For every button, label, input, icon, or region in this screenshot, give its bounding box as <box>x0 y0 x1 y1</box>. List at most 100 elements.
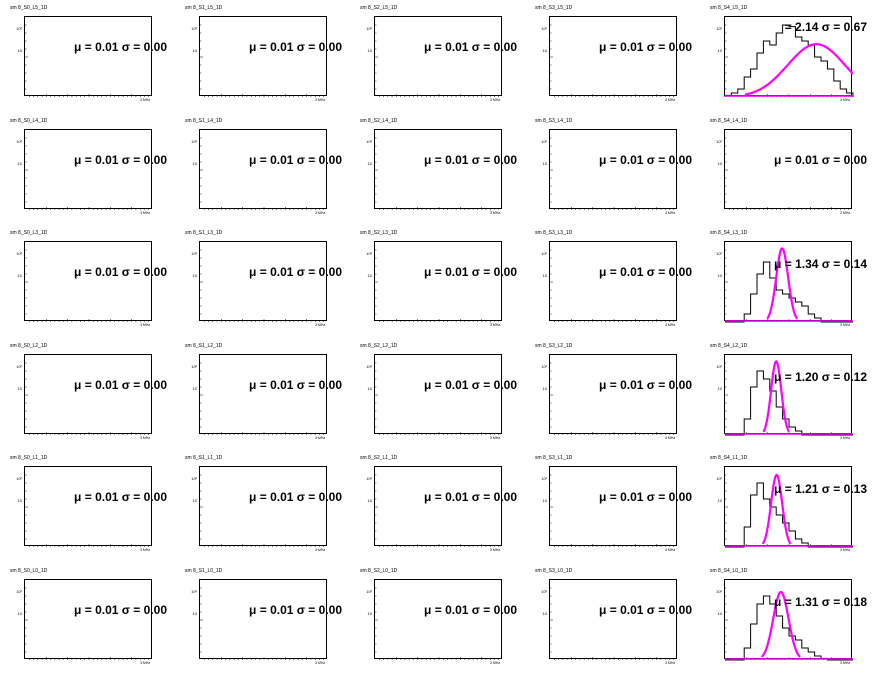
x-axis-end-label: 3 MHz <box>315 548 326 552</box>
fit-stats-label: μ = 0.01 σ = 0.00 <box>74 490 167 504</box>
panel-title: sm 8_S1_L2_1D <box>185 342 223 349</box>
y-tick-label: 10 <box>542 48 547 53</box>
y-tick-label: 10² <box>16 476 22 481</box>
histogram-panel: sm 8_S0_L3_1D 10² 10 3 MHz μ = 0.01 σ = 0.00 <box>0 225 175 337</box>
fit-stats-label: μ = 0.01 σ = 0.00 <box>599 377 692 392</box>
histogram-panel: sm 8_S1_L2_1D 10² 10 3 MHz μ = 0.01 σ = 0.00 <box>175 338 350 450</box>
plot-area <box>25 587 149 660</box>
x-axis-end-label: 3 MHz <box>315 98 326 102</box>
plot-frame <box>24 466 152 547</box>
x-axis-end-label: 3 MHz <box>665 323 676 327</box>
x-axis-end-label: 3 MHz <box>490 323 501 327</box>
y-tick-label: 10 <box>367 385 372 391</box>
histogram-panel: sm 8_S1_L3_1D 10² 10 3 MHz μ = 0.01 σ = 0.00 <box>175 225 350 337</box>
plot-frame <box>199 353 327 435</box>
x-axis-end-label: 3 MHz <box>490 210 501 215</box>
panel-title: sm 8_S1_L0_1D <box>185 567 223 574</box>
plot-frame <box>199 16 327 97</box>
plot-frame <box>24 241 152 322</box>
histogram-panel: sm 8_S4_L5_1D 10² 10 3 MHz = 2.14 σ = 0.67 <box>700 0 875 112</box>
plot-area <box>375 474 499 547</box>
histogram-panel: sm 8_S2_L3_1D 10² 10 3 MHz μ = 0.01 σ = 0.00 <box>350 225 525 337</box>
panel-title: sm 8_S4_L3_1D <box>710 230 748 236</box>
fit-stats-label: μ = 0.01 σ = 0.00 <box>599 152 692 167</box>
fit-stats-label: μ = 0.01 σ = 0.00 <box>424 265 517 279</box>
x-axis-end-label: 3 MHz <box>490 435 501 440</box>
y-tick-label: 10² <box>191 363 197 369</box>
histogram-panel: sm 8_S2_L1_1D 10² 10 3 MHz μ = 0.01 σ = 0.00 <box>350 450 525 562</box>
y-tick-label: 10² <box>16 363 22 369</box>
panel-title: sm 8_S3_L2_1D <box>535 342 573 349</box>
plot-frame <box>724 578 853 660</box>
x-axis-end-label: 3 MHz <box>140 660 151 665</box>
y-tick-label: 10 <box>717 273 722 278</box>
gaussian-fit-curve <box>762 359 790 432</box>
panel-title: sm 8_S1_L4_1D <box>185 117 223 124</box>
panel-title: sm 8_S3_L1_1D <box>535 455 573 461</box>
panel-title: sm 8_S0_L0_1D <box>10 567 48 574</box>
x-axis-end-label: 3 MHz <box>840 98 851 102</box>
y-tick-label: 10 <box>192 610 197 616</box>
plot-area <box>550 24 674 97</box>
x-axis-end-label: 3 MHz <box>665 435 676 440</box>
y-tick-label: 10² <box>191 588 197 594</box>
y-tick-label: 10 <box>192 385 197 391</box>
panel-title: sm 8_S3_L5_1D <box>535 5 573 11</box>
plot-frame <box>24 128 152 210</box>
histogram-panel: sm 8_S3_L1_1D 10² 10 3 MHz μ = 0.01 σ = 0.00 <box>525 450 700 562</box>
fit-stats-label: μ = 1.34 σ = 0.14 <box>774 257 867 271</box>
histogram-panel: sm 8_S3_L2_1D 10² 10 3 MHz μ = 0.01 σ = 0.00 <box>525 338 700 450</box>
x-axis-end-label: 3 MHz <box>840 323 851 327</box>
plot-frame <box>724 16 854 97</box>
histogram-panel: sm 8_S0_L0_1D 10² 10 3 MHz μ = 0.01 σ = 0.00 <box>0 563 175 675</box>
plot-area <box>200 587 324 660</box>
panel-title: sm 8_S2_L0_1D <box>360 567 398 574</box>
panel-title: sm 8_S1_L3_1D <box>185 230 223 236</box>
panel-title: sm 8_S4_L4_1D <box>710 117 748 124</box>
plot-area <box>25 249 149 322</box>
plot-frame <box>24 16 152 97</box>
x-axis-end-label: 3 MHz <box>840 660 851 665</box>
x-axis-end-label: 3 MHz <box>490 548 501 552</box>
plot-frame <box>199 241 327 322</box>
y-tick-label: 10² <box>541 138 547 144</box>
y-tick-label: 10² <box>541 476 547 481</box>
y-tick-label: 10² <box>716 26 722 31</box>
plot-frame <box>24 353 152 435</box>
plot-area <box>375 24 499 97</box>
y-tick-label: 10² <box>716 363 722 369</box>
histogram-series <box>725 482 853 548</box>
panel-title: sm 8_S2_L3_1D <box>360 230 398 236</box>
x-axis-end-label: 3 MHz <box>140 323 151 327</box>
plot-frame <box>549 353 677 435</box>
plot-frame <box>724 128 852 210</box>
plot-frame <box>24 578 152 660</box>
y-tick-label: 10² <box>541 251 547 256</box>
x-axis-end-label: 3 MHz <box>840 435 851 440</box>
x-axis-end-label: 3 MHz <box>315 660 326 665</box>
histogram-panel: sm 8_S3_L4_1D 10² 10 3 MHz μ = 0.01 σ = 0.00 <box>525 113 700 225</box>
plot-area <box>550 362 674 435</box>
panel-title: sm 8_S0_L4_1D <box>10 117 48 124</box>
y-tick-label: 10² <box>716 251 722 256</box>
histogram-panel: sm 8_S2_L0_1D 10² 10 3 MHz μ = 0.01 σ = 0.00 <box>350 563 525 675</box>
y-tick-label: 10 <box>367 48 372 53</box>
fit-stats-label: μ = 1.20 σ = 0.12 <box>774 369 867 384</box>
x-axis-end-label: 3 MHz <box>315 210 326 215</box>
panel-title: sm 8_S4_L2_1D <box>710 342 748 349</box>
fit-stats-label: μ = 0.01 σ = 0.00 <box>424 602 517 617</box>
plot-frame <box>199 578 327 660</box>
y-tick-label: 10² <box>16 251 22 256</box>
y-tick-label: 10 <box>17 48 22 53</box>
fit-stats-label: μ = 0.01 σ = 0.00 <box>74 265 167 279</box>
y-tick-label: 10² <box>16 26 22 31</box>
y-tick-label: 10 <box>367 498 372 503</box>
x-axis-end-label: 3 MHz <box>490 98 501 102</box>
y-tick-label: 10² <box>366 251 372 256</box>
histogram-series <box>724 24 854 97</box>
x-axis-end-label: 3 MHz <box>140 548 151 552</box>
x-axis-end-label: 3 MHz <box>665 660 676 665</box>
plot-frame <box>724 241 853 323</box>
plot-frame <box>549 466 677 547</box>
histogram-panel: sm 8_S4_L0_1D 10² 10 3 MHz μ = 1.31 σ = 0.18 <box>700 563 875 675</box>
